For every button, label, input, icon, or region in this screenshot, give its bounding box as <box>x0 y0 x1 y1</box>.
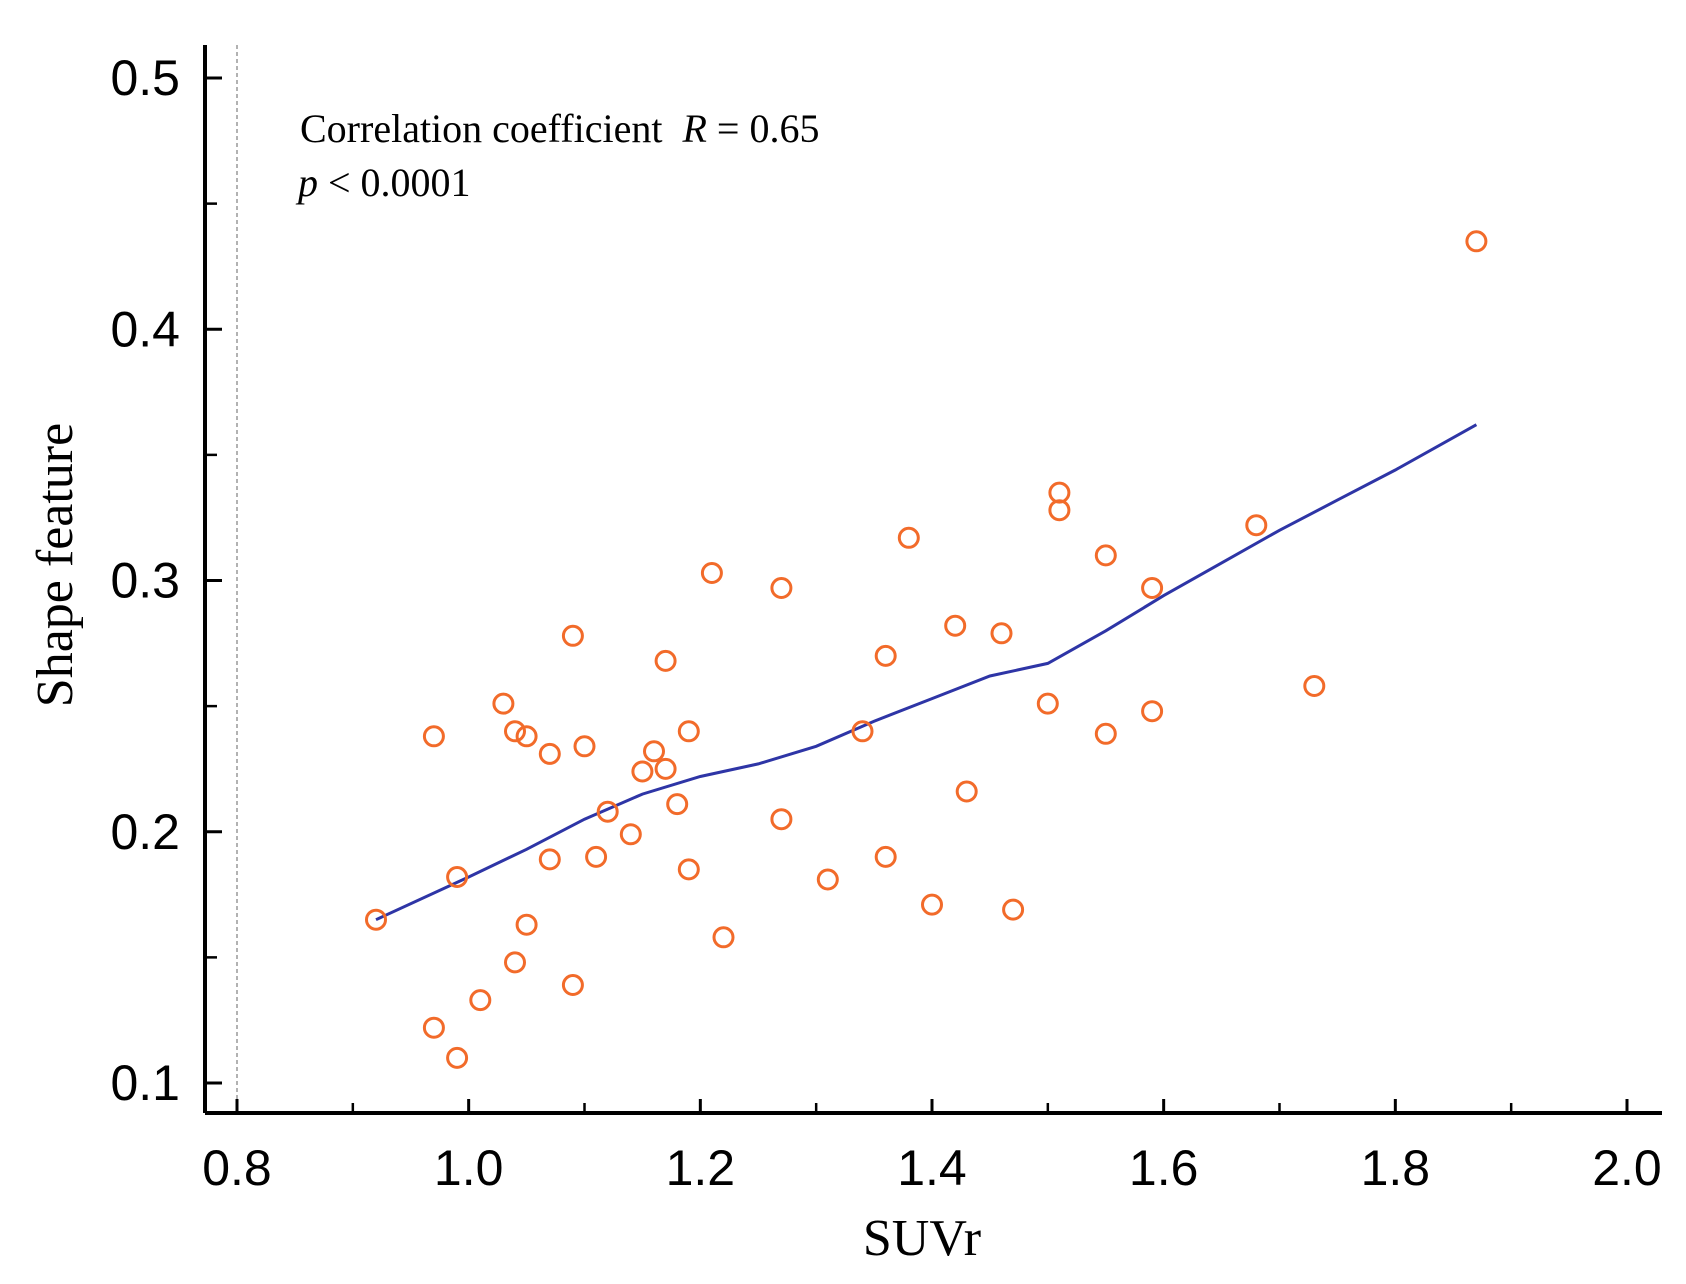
data-point <box>1303 675 1326 697</box>
data-point <box>1141 577 1164 599</box>
data-point <box>515 725 538 748</box>
data-point <box>515 913 538 936</box>
data-point <box>538 742 561 765</box>
data-point <box>955 780 978 803</box>
x-axis-title: SUVr <box>863 1210 981 1267</box>
x-tick-label: 1.4 <box>897 1140 967 1196</box>
y-tick-label: 0.4 <box>110 301 180 357</box>
data-point <box>1465 230 1488 253</box>
data-point <box>585 845 608 868</box>
correlation-label: Correlation coefficient <box>300 106 662 151</box>
data-point <box>446 866 469 888</box>
x-tick-label: 1.6 <box>1129 1140 1199 1196</box>
data-point <box>1094 722 1117 745</box>
data-point <box>874 845 897 868</box>
data-point <box>1094 544 1117 567</box>
data-point <box>1036 692 1059 715</box>
data-point <box>654 757 677 780</box>
y-axis-title: Shape feature <box>27 423 84 707</box>
y-tick-label: 0.3 <box>110 553 180 609</box>
data-point <box>700 562 723 584</box>
trend-line-layer <box>375 423 1478 922</box>
y-tick-label: 0.1 <box>110 1055 180 1111</box>
data-point <box>666 793 689 816</box>
data-point <box>1245 514 1268 537</box>
correlation-var: R <box>681 106 706 151</box>
data-point <box>643 740 665 763</box>
p-value-annotation: p < 0.0001 <box>295 160 471 205</box>
data-point <box>538 848 561 871</box>
y-tick-label: 0.2 <box>110 804 180 860</box>
correlation-annotation: Correlation coefficient R = 0.65 <box>300 106 819 151</box>
data-point <box>1141 700 1164 723</box>
data-point <box>469 989 492 1012</box>
data-point <box>504 951 526 974</box>
data-point <box>492 692 515 715</box>
data-point <box>561 974 584 996</box>
data-point <box>1048 499 1071 522</box>
y-tick-label: 0.5 <box>110 50 180 106</box>
y-axis-ticks: 0.1 0.2 0.3 0.4 0.5 <box>110 50 222 1111</box>
data-point <box>851 720 874 743</box>
data-point <box>619 823 642 846</box>
x-axis-ticks: 0.8 1.0 1.2 1.4 1.6 1.8 2.0 <box>202 1099 1662 1196</box>
p-value: < 0.0001 <box>328 160 471 205</box>
data-point <box>874 644 897 667</box>
data-point <box>446 1046 469 1069</box>
data-points-layer <box>365 230 1488 1069</box>
data-point <box>677 720 700 743</box>
data-point <box>365 908 387 931</box>
data-point <box>422 725 445 748</box>
data-point <box>504 720 526 743</box>
correlation-value: = 0.65 <box>717 106 820 151</box>
data-point <box>573 735 596 758</box>
data-point <box>1002 898 1025 921</box>
x-tick-label: 1.0 <box>434 1140 504 1196</box>
data-point <box>654 649 677 672</box>
data-point <box>631 760 654 783</box>
x-tick-label: 1.8 <box>1361 1140 1431 1196</box>
data-point <box>712 926 735 949</box>
data-point <box>770 808 793 831</box>
data-point <box>561 624 584 647</box>
x-tick-label: 0.8 <box>202 1140 272 1196</box>
trend-line <box>375 423 1478 922</box>
data-point <box>770 577 793 599</box>
x-tick-label: 2.0 <box>1592 1140 1662 1196</box>
data-point <box>897 526 920 549</box>
data-point <box>921 893 943 916</box>
data-point <box>990 622 1013 645</box>
data-point <box>816 868 839 891</box>
data-point <box>422 1016 445 1039</box>
data-point <box>677 858 700 881</box>
data-point <box>944 614 967 637</box>
x-tick-label: 1.2 <box>666 1140 736 1196</box>
p-var: p <box>295 160 318 205</box>
data-point <box>596 800 619 823</box>
